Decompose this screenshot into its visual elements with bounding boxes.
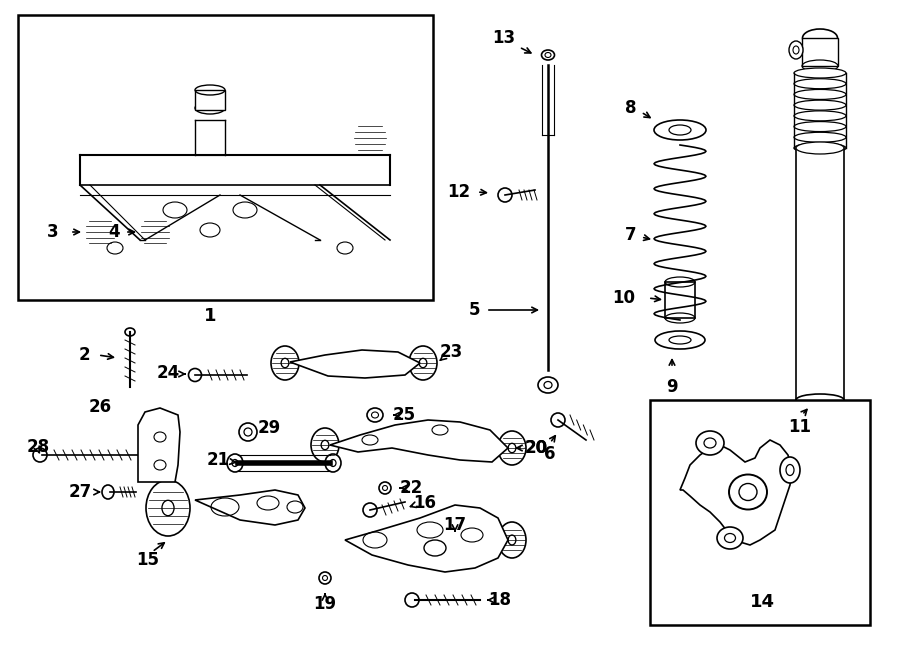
Ellipse shape [655, 331, 705, 349]
Text: 9: 9 [666, 378, 678, 396]
Bar [665, 282, 695, 318]
Ellipse shape [794, 89, 846, 99]
Text: 23: 23 [440, 343, 464, 361]
Text: 17: 17 [444, 516, 466, 534]
Ellipse shape [325, 454, 341, 472]
Polygon shape [290, 350, 420, 378]
Text: 29: 29 [258, 419, 281, 437]
Text: 4: 4 [108, 223, 120, 241]
Text: 7: 7 [626, 226, 637, 244]
Text: 25: 25 [393, 406, 416, 424]
Bar [802, 38, 838, 66]
Ellipse shape [794, 79, 846, 89]
Text: 22: 22 [400, 479, 423, 497]
Text: 15: 15 [137, 551, 159, 569]
Text: 18: 18 [488, 591, 511, 609]
Text: 6: 6 [544, 445, 556, 463]
Ellipse shape [379, 482, 391, 494]
Ellipse shape [542, 50, 554, 60]
Ellipse shape [195, 102, 225, 114]
Ellipse shape [498, 188, 512, 202]
Ellipse shape [538, 377, 558, 393]
Ellipse shape [405, 593, 419, 607]
Text: 19: 19 [313, 595, 337, 613]
Ellipse shape [551, 413, 565, 427]
Ellipse shape [227, 454, 243, 472]
Ellipse shape [780, 457, 800, 483]
Ellipse shape [363, 503, 377, 517]
Ellipse shape [803, 29, 838, 47]
Ellipse shape [794, 132, 846, 142]
Text: 24: 24 [157, 364, 180, 382]
Text: 2: 2 [78, 346, 90, 364]
Ellipse shape [319, 572, 331, 584]
Text: 1: 1 [203, 307, 216, 325]
Text: 12: 12 [447, 183, 470, 201]
Text: 20: 20 [525, 439, 548, 457]
Text: 3: 3 [47, 223, 58, 241]
Ellipse shape [794, 100, 846, 110]
Text: 5: 5 [469, 301, 480, 319]
Text: 20: 20 [525, 439, 548, 457]
Bar [796, 148, 844, 400]
Polygon shape [345, 505, 508, 572]
Text: 8: 8 [626, 99, 637, 117]
Ellipse shape [789, 41, 803, 59]
Bar [650, 400, 870, 625]
Polygon shape [330, 420, 508, 462]
Ellipse shape [717, 527, 743, 549]
Text: 16: 16 [413, 494, 436, 512]
Text: 28: 28 [27, 438, 50, 456]
Ellipse shape [794, 143, 846, 153]
Ellipse shape [696, 431, 724, 455]
Polygon shape [195, 490, 305, 525]
Ellipse shape [794, 68, 846, 78]
Ellipse shape [796, 142, 844, 154]
Bar [195, 90, 225, 110]
Ellipse shape [729, 475, 767, 510]
Ellipse shape [367, 408, 383, 422]
Text: 26: 26 [88, 398, 112, 416]
Text: 13: 13 [492, 29, 515, 47]
Text: 14: 14 [750, 593, 775, 611]
Ellipse shape [102, 485, 114, 499]
Text: 10: 10 [612, 289, 635, 307]
Bar [18, 15, 433, 300]
Text: 21: 21 [207, 451, 230, 469]
Text: 27: 27 [68, 483, 92, 501]
Polygon shape [138, 408, 180, 482]
Ellipse shape [33, 448, 47, 462]
Ellipse shape [794, 111, 846, 121]
Ellipse shape [188, 369, 202, 381]
Ellipse shape [654, 120, 706, 140]
Ellipse shape [796, 394, 844, 406]
Text: 11: 11 [788, 418, 812, 436]
Ellipse shape [239, 423, 257, 441]
Polygon shape [680, 440, 792, 545]
Ellipse shape [794, 122, 846, 132]
